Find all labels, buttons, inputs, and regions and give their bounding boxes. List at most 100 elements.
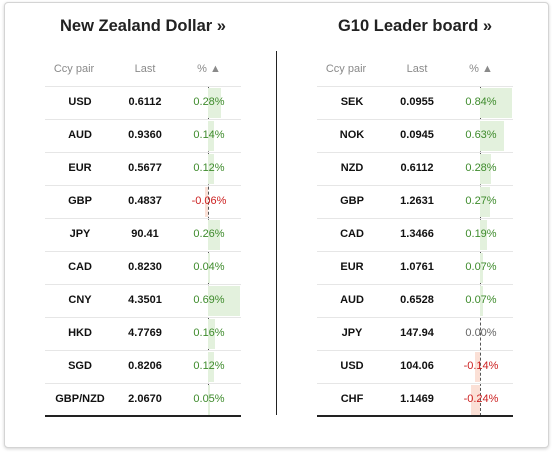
table-row[interactable]: CHF 1.1469 -0.24% [317,384,513,417]
last-price: 1.0761 [400,261,434,273]
nzd-panel-title-link[interactable]: New Zealand Dollar » [60,17,226,35]
table-row[interactable]: CAD 1.3466 0.19% [317,219,513,252]
last-price: 0.9360 [128,129,162,141]
pct-change: -0.24% [463,393,499,405]
ccy-pair-link[interactable]: GBP [340,195,364,207]
table-row[interactable]: NOK 0.0945 0.63% [317,120,513,153]
table-row[interactable]: JPY 90.41 0.26% [45,219,241,252]
change-bar [208,154,214,184]
pct-change: 0.12% [193,360,225,372]
change-bar [480,220,487,250]
last-price: 0.0955 [400,96,434,108]
pct-change: 0.27% [465,195,497,207]
pct-change: 0.14% [193,129,225,141]
last-price: 1.1469 [400,393,434,405]
ccy-pair-link[interactable]: EUR [340,261,364,273]
pct-change: 0.19% [465,228,497,240]
ccy-pair-link[interactable]: SGD [68,360,92,372]
header-ccy-pair[interactable]: Ccy pair [53,63,95,75]
change-bar [208,121,214,151]
change-bar [480,121,504,151]
ccy-pair-link[interactable]: HKD [68,327,92,339]
table-row[interactable]: SEK 0.0955 0.84% [317,87,513,120]
table-row[interactable]: AUD 0.6528 0.07% [317,285,513,318]
table-row[interactable]: USD 104.06 -0.14% [317,351,513,384]
ccy-pair-link[interactable]: USD [340,360,364,372]
table-row[interactable]: EUR 0.5677 0.12% [45,153,241,186]
ccy-pair-link[interactable]: AUD [68,129,92,141]
pct-change: -0.06% [191,195,227,207]
ccy-pair-link[interactable]: CNY [68,294,92,306]
ccy-pair-link[interactable]: JPY [69,228,91,240]
change-bar [475,352,480,382]
pct-change: 0.69% [193,294,225,306]
header-last[interactable]: Last [134,63,156,75]
ccy-pair-link[interactable]: AUD [340,294,364,306]
table-row[interactable]: CAD 0.8230 0.04% [45,252,241,285]
ccy-pair-link[interactable]: CHF [340,393,364,405]
pct-change: 0.28% [465,162,497,174]
table-row[interactable]: GBP/NZD 2.0670 0.05% [45,384,241,417]
table-row[interactable]: USD 0.6112 0.28% [45,87,241,120]
last-price: 0.6112 [128,96,162,108]
change-bar [480,88,512,118]
widget-frame: New Zealand Dollar » Ccy pair Last % ▲ U… [4,2,549,448]
ccy-pair-link[interactable]: JPY [341,327,363,339]
last-price: 0.6528 [400,294,434,306]
last-price: 0.8230 [128,261,162,273]
header-pct-change-sort[interactable]: % ▲ [469,63,493,75]
table-row[interactable]: JPY 147.94 0.00% [317,318,513,351]
last-price: 104.06 [400,360,434,372]
change-bar [208,385,210,415]
last-price: 1.2631 [400,195,434,207]
pct-change: 0.63% [465,129,497,141]
pct-change: 0.05% [193,393,225,405]
pct-change: 0.28% [193,96,225,108]
table-row[interactable]: SGD 0.8206 0.12% [45,351,241,384]
table-row[interactable]: GBP 0.4837 -0.06% [45,186,241,219]
ccy-pair-link[interactable]: USD [68,96,92,108]
pct-change: 0.07% [465,261,497,273]
change-bar [480,187,490,217]
last-price: 90.41 [131,228,159,240]
last-price: 4.7769 [128,327,162,339]
change-bar [208,352,214,382]
last-price: 4.3501 [128,294,162,306]
table-row[interactable]: GBP 1.2631 0.27% [317,186,513,219]
ccy-pair-link[interactable]: EUR [68,162,92,174]
change-bar [208,253,210,283]
header-last[interactable]: Last [406,63,428,75]
g10-panel-title-link[interactable]: G10 Leader board » [337,17,493,35]
table-row[interactable]: HKD 4.7769 0.16% [45,318,241,351]
ccy-pair-link[interactable]: NZD [340,162,364,174]
g10-table-body: SEK 0.0955 0.84% NOK 0.0945 0.63% NZD 0.6112 0.2… [317,86,513,417]
last-price: 0.5677 [128,162,162,174]
ccy-pair-link[interactable]: GBP [68,195,92,207]
ccy-pair-link[interactable]: GBP/NZD [55,393,105,405]
table-row[interactable]: AUD 0.9360 0.14% [45,120,241,153]
pct-change: 0.26% [193,228,225,240]
ccy-pair-link[interactable]: CAD [340,228,364,240]
change-bar [480,253,483,283]
pct-change: 0.00% [465,327,497,339]
table-row[interactable]: EUR 1.0761 0.07% [317,252,513,285]
last-price: 0.6112 [400,162,434,174]
ccy-pair-link[interactable]: CAD [68,261,92,273]
change-bar [208,88,221,118]
change-bar [480,286,483,316]
header-ccy-pair[interactable]: Ccy pair [325,63,367,75]
change-bar [205,187,208,217]
header-pct-change-sort[interactable]: % ▲ [197,63,221,75]
ccy-pair-link[interactable]: SEK [340,96,364,108]
table-row[interactable]: CNY 4.3501 0.69% [45,285,241,318]
last-price: 0.0945 [400,129,434,141]
last-price: 0.4837 [128,195,162,207]
table-row[interactable]: NZD 0.6112 0.28% [317,153,513,186]
pct-change: 0.84% [465,96,497,108]
change-bar [480,154,491,184]
last-price: 1.3466 [400,228,434,240]
change-bar [208,319,215,349]
pct-change: 0.12% [193,162,225,174]
ccy-pair-link[interactable]: NOK [339,129,365,141]
table-header: Ccy pair Last % ▲ [45,61,241,79]
